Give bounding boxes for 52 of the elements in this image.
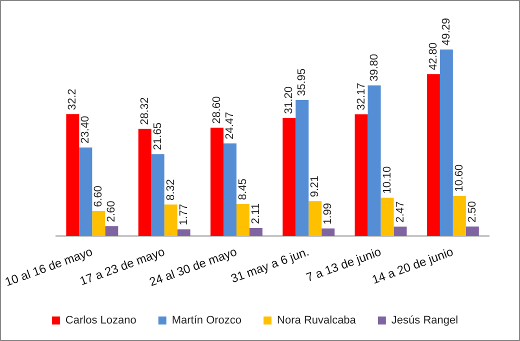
bar bbox=[138, 128, 152, 236]
data-label: 1.77 bbox=[178, 204, 190, 226]
data-label: 10.60 bbox=[453, 164, 466, 192]
bar bbox=[92, 211, 106, 236]
legend-label: Martín Orozco bbox=[172, 314, 242, 327]
data-label: 32.2 bbox=[66, 88, 79, 110]
data-label: 8.45 bbox=[237, 178, 249, 200]
bar bbox=[249, 228, 262, 236]
bar bbox=[394, 226, 407, 236]
bar bbox=[151, 154, 164, 236]
bar bbox=[105, 226, 118, 236]
data-label: 1.99 bbox=[322, 203, 334, 224]
bar bbox=[308, 201, 322, 236]
data-label: 32.17 bbox=[355, 82, 368, 110]
data-label: 39.80 bbox=[368, 54, 380, 82]
bar bbox=[426, 74, 440, 236]
bar bbox=[368, 85, 381, 236]
data-label: 21.65 bbox=[152, 122, 164, 150]
bar bbox=[296, 100, 309, 236]
data-label: 28.32 bbox=[138, 97, 151, 125]
legend-label: Jesús Rangel bbox=[391, 314, 458, 327]
data-label: 2.11 bbox=[250, 203, 262, 224]
bar bbox=[66, 114, 80, 236]
data-label: 10.10 bbox=[381, 166, 394, 194]
bar bbox=[452, 196, 466, 236]
bar bbox=[177, 229, 190, 236]
bar bbox=[164, 204, 178, 236]
bar bbox=[322, 228, 335, 236]
data-label: 9.21 bbox=[309, 176, 322, 198]
bar bbox=[354, 114, 368, 236]
data-label: 42.80 bbox=[427, 42, 440, 70]
bar bbox=[79, 147, 92, 236]
data-label: 6.60 bbox=[92, 186, 105, 208]
data-label: 2.50 bbox=[466, 201, 478, 223]
data-label: 2.60 bbox=[106, 200, 118, 222]
data-label: 24.47 bbox=[224, 112, 236, 140]
bar bbox=[380, 198, 394, 236]
data-label: 2.47 bbox=[394, 201, 406, 223]
data-label: 8.32 bbox=[164, 179, 177, 201]
bar bbox=[236, 204, 250, 236]
data-label: 31.20 bbox=[283, 86, 296, 114]
bar bbox=[223, 143, 236, 236]
data-label: 23.40 bbox=[80, 116, 92, 144]
bar bbox=[210, 128, 224, 236]
data-label: 35.95 bbox=[296, 68, 308, 96]
bar bbox=[466, 226, 479, 236]
legend-label: Nora Ruvalcaba bbox=[277, 314, 357, 327]
data-label: 49.29 bbox=[440, 18, 452, 46]
data-label: 28.60 bbox=[211, 96, 224, 124]
bar bbox=[282, 118, 296, 236]
bar bbox=[440, 50, 453, 236]
legend-label: Carlos Lozano bbox=[65, 314, 136, 327]
